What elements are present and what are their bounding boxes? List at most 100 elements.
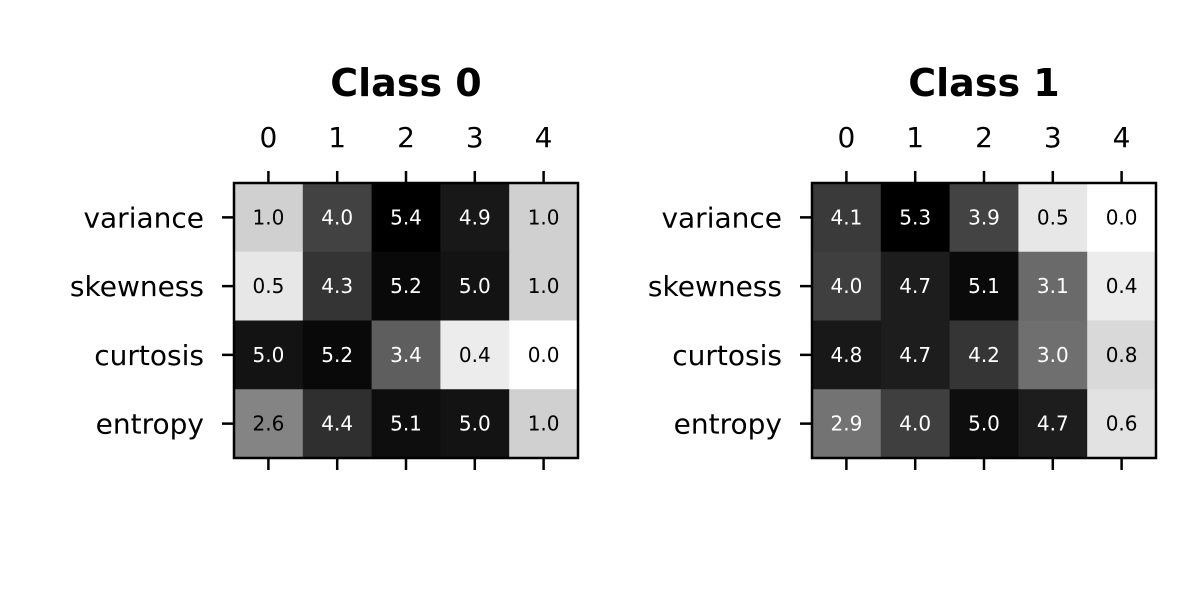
heatmap-cell <box>1087 389 1157 459</box>
heatmap-cell <box>812 251 882 322</box>
cell-value-label: 5.1 <box>390 412 422 436</box>
cell-value-label: 3.0 <box>1037 343 1069 367</box>
cell-value-label: 5.2 <box>390 274 422 298</box>
y-tick-label: entropy <box>96 408 204 441</box>
cell-value-label: 0.5 <box>252 274 284 298</box>
heatmap-cell <box>302 320 373 390</box>
heatmap-cell <box>1087 251 1157 322</box>
cell-value-label: 5.0 <box>968 412 1000 436</box>
heatmap-cell <box>949 320 1019 390</box>
cell-value-label: 4.7 <box>899 343 931 367</box>
heatmap-panel-1: 4.1 5.3 3.9 0.5 0.0 4.0 4.7 5.1 3.1 0.4 4.8 4.7 4.2 3… <box>648 61 1158 470</box>
heatmap-cell <box>880 183 951 253</box>
cell-value-label: 4.8 <box>830 343 862 367</box>
heatmap-cell <box>371 320 441 390</box>
heatmap-cell <box>440 251 510 322</box>
cell-value-label: 2.6 <box>252 412 284 436</box>
y-tick-label: variance <box>83 201 204 234</box>
cell-value-label: 0.5 <box>1037 205 1069 229</box>
heatmap-cell <box>812 183 882 253</box>
heatmap-cell <box>371 183 441 253</box>
heatmap-cell <box>440 320 510 390</box>
cell-value-label: 0.8 <box>1106 343 1138 367</box>
y-tick-label: variance <box>661 201 782 234</box>
chart-title: Class 1 <box>908 61 1059 105</box>
heatmap-cell <box>509 183 579 253</box>
cell-value-label: 5.4 <box>390 205 422 229</box>
cell-value-label: 4.0 <box>321 205 353 229</box>
cell-value-label: 5.0 <box>459 274 491 298</box>
x-tick-label: 0 <box>259 121 277 154</box>
y-tick-label: skewness <box>70 270 204 303</box>
x-tick-label: 0 <box>837 121 855 154</box>
x-tick-label: 3 <box>1044 121 1062 154</box>
cell-value-label: 5.1 <box>968 274 1000 298</box>
y-tick-label: skewness <box>648 270 782 303</box>
cell-value-label: 0.0 <box>1106 205 1138 229</box>
heatmap-cell <box>812 389 882 459</box>
cell-value-label: 4.1 <box>830 205 862 229</box>
heatmap-cell <box>1018 251 1088 322</box>
x-tick-label: 1 <box>328 121 346 154</box>
heatmap-cell <box>509 251 579 322</box>
cell-value-label: 4.2 <box>968 343 1000 367</box>
cell-value-label: 4.3 <box>321 274 353 298</box>
y-tick-label: curtosis <box>94 339 204 372</box>
heatmap-cell <box>949 183 1019 253</box>
cell-value-label: 5.0 <box>252 343 284 367</box>
x-tick-label: 2 <box>975 121 993 154</box>
y-tick-label: curtosis <box>672 339 782 372</box>
heatmap-cell <box>880 389 951 459</box>
heatmap-cell <box>234 251 304 322</box>
cell-value-label: 5.2 <box>321 343 353 367</box>
heatmap-cell <box>509 320 579 390</box>
x-tick-label: 2 <box>397 121 415 154</box>
cell-value-label: 5.0 <box>459 412 491 436</box>
heatmap-cell <box>440 183 510 253</box>
heatmap-panel-0: 1.0 4.0 5.4 4.9 1.0 0.5 4.3 5.2 5.0 1.0 5.0 5.2 3.4 0… <box>70 61 580 470</box>
heatmap-cell <box>509 389 579 459</box>
cell-value-label: 0.6 <box>1106 412 1138 436</box>
x-tick-label: 4 <box>535 121 553 154</box>
cell-value-label: 4.4 <box>321 412 353 436</box>
cell-value-label: 5.3 <box>899 205 931 229</box>
cell-value-label: 0.4 <box>1106 274 1138 298</box>
cell-value-label: 1.0 <box>528 274 560 298</box>
cell-value-label: 0.0 <box>528 343 560 367</box>
cell-value-label: 4.9 <box>459 205 491 229</box>
x-tick-label: 4 <box>1113 121 1131 154</box>
y-tick-label: entropy <box>674 408 782 441</box>
heatmap-cell <box>371 389 441 459</box>
heatmap-cell <box>1018 183 1088 253</box>
heatmap-cell <box>440 389 510 459</box>
heatmap-cell <box>234 389 304 459</box>
cell-value-label: 4.7 <box>899 274 931 298</box>
x-tick-label: 1 <box>906 121 924 154</box>
cell-value-label: 1.0 <box>528 412 560 436</box>
heatmap-cell <box>1087 320 1157 390</box>
chart-title: Class 0 <box>330 61 481 105</box>
heatmap-cell <box>1087 183 1157 253</box>
heatmap-cell <box>812 320 882 390</box>
heatmap-cell <box>949 389 1019 459</box>
cell-value-label: 4.0 <box>830 274 862 298</box>
heatmap-cell <box>1018 389 1088 459</box>
heatmap-cell <box>234 183 304 253</box>
cell-value-label: 0.4 <box>459 343 491 367</box>
heatmap-cell <box>1018 320 1088 390</box>
heatmap-cell <box>234 320 304 390</box>
heatmap-cell <box>880 320 951 390</box>
cell-value-label: 4.7 <box>1037 412 1069 436</box>
heatmap-cell <box>302 251 373 322</box>
cell-value-label: 4.0 <box>899 412 931 436</box>
cell-value-label: 3.9 <box>968 205 1000 229</box>
heatmap-cell <box>880 251 951 322</box>
x-tick-label: 3 <box>466 121 484 154</box>
heatmap-cell <box>302 183 373 253</box>
heatmap-cell <box>949 251 1019 322</box>
cell-value-label: 2.9 <box>830 412 862 436</box>
cell-value-label: 3.4 <box>390 343 422 367</box>
cell-value-label: 1.0 <box>528 205 560 229</box>
